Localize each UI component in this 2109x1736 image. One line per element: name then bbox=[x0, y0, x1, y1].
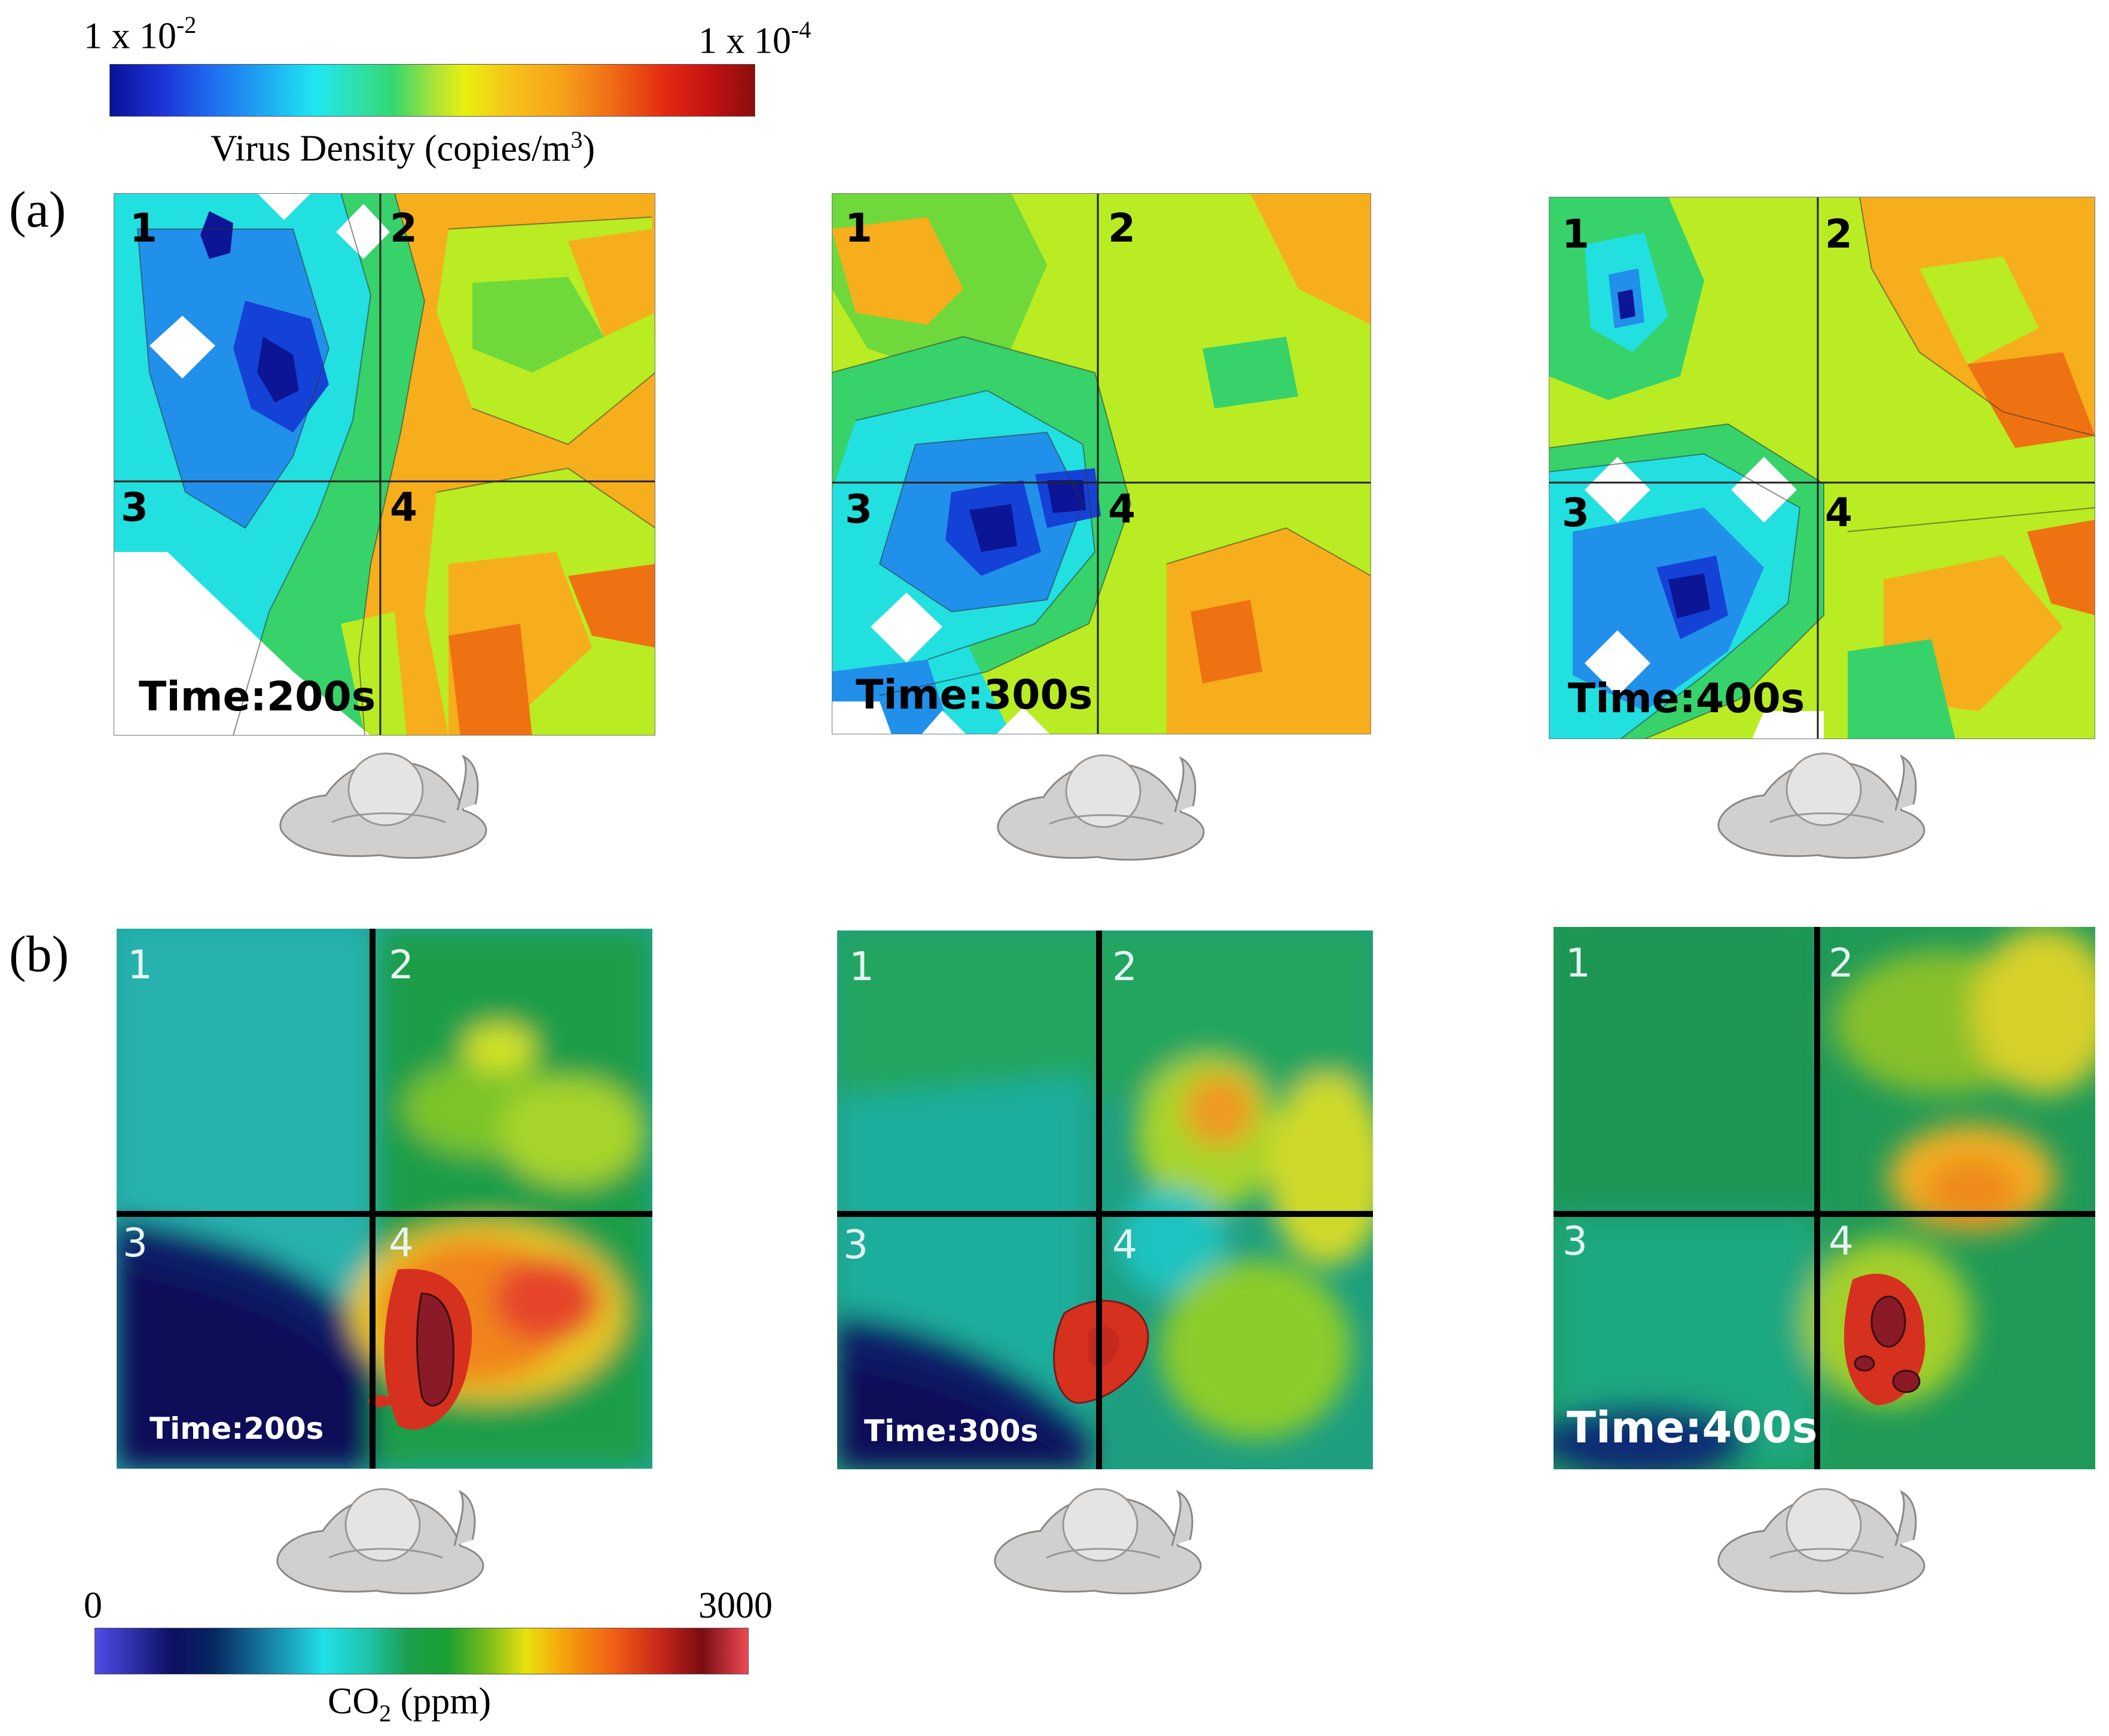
quadrant-1-label: 1 bbox=[845, 205, 872, 251]
quadrant-3-label: 3 bbox=[1562, 490, 1589, 536]
co2-colorbar-min-label: 0 bbox=[84, 1585, 102, 1626]
virus-colorbar-max-label: 1 x 10-4 bbox=[698, 16, 811, 62]
time-label: Time:300s bbox=[856, 672, 1093, 719]
quadrant-2-label: 2 bbox=[389, 942, 414, 988]
manikin-head-icon bbox=[1717, 752, 1925, 859]
quadrant-3-label: 3 bbox=[845, 486, 872, 532]
virus-contour-200s: 1 2 3 4 Time:200s bbox=[114, 193, 655, 736]
manikin-head-icon bbox=[994, 1488, 1202, 1595]
manikin-head-icon bbox=[997, 754, 1205, 861]
quadrant-1-label: 1 bbox=[1565, 940, 1591, 986]
co2-field-300s: 1 2 3 4 Time:300s bbox=[837, 930, 1373, 1469]
quadrant-1-label: 1 bbox=[1562, 211, 1589, 257]
co2-field-200s: 1 2 3 4 Time:200s bbox=[117, 929, 652, 1469]
quadrant-1-label: 1 bbox=[130, 205, 157, 251]
virus-colorbar-min-label: 1 x 10-2 bbox=[84, 11, 197, 57]
co2-colorbar bbox=[94, 1628, 749, 1674]
quadrant-3-label: 3 bbox=[843, 1222, 868, 1268]
time-label: Time:200s bbox=[149, 1411, 324, 1446]
virus-contour-300s: 1 2 3 4 Time:300s bbox=[832, 193, 1371, 734]
quadrant-4-label: 4 bbox=[1108, 486, 1136, 532]
quadrant-3-label: 3 bbox=[121, 484, 148, 530]
time-label: Time:400s bbox=[1567, 1402, 1818, 1453]
quadrant-4-label: 4 bbox=[390, 484, 417, 530]
time-label: Time:300s bbox=[864, 1414, 1039, 1448]
quadrant-2-label: 2 bbox=[390, 205, 417, 251]
co2-field-400s: 1 2 3 4 Time:400s bbox=[1553, 927, 2095, 1469]
quadrant-4-label: 4 bbox=[1825, 490, 1852, 536]
manikin-head-icon bbox=[1717, 1488, 1925, 1595]
quadrant-4-label: 4 bbox=[1829, 1218, 1854, 1264]
time-label: Time:400s bbox=[1568, 675, 1805, 722]
virus-contour-400s: 1 2 3 4 Time:400s bbox=[1549, 197, 2095, 739]
virus-density-colorbar bbox=[109, 64, 755, 117]
manikin-head-icon bbox=[276, 1488, 484, 1595]
quadrant-1-label: 1 bbox=[127, 942, 152, 988]
quadrant-3-label: 3 bbox=[123, 1220, 148, 1266]
quadrant-2-label: 2 bbox=[1108, 205, 1136, 251]
quadrant-2-label: 2 bbox=[1825, 211, 1852, 257]
panel-b-tag: (b) bbox=[9, 925, 69, 983]
quadrant-3-label: 3 bbox=[1562, 1218, 1588, 1264]
co2-colorbar-title: CO2 (ppm) bbox=[328, 1681, 492, 1727]
quadrant-4-label: 4 bbox=[1112, 1222, 1137, 1268]
manikin-head-icon bbox=[279, 752, 487, 859]
quadrant-1-label: 1 bbox=[849, 944, 874, 990]
quadrant-4-label: 4 bbox=[389, 1220, 414, 1266]
quadrant-2-label: 2 bbox=[1112, 944, 1137, 990]
quadrant-2-label: 2 bbox=[1829, 940, 1854, 986]
co2-colorbar-max-label: 3000 bbox=[698, 1585, 773, 1626]
virus-colorbar-title: Virus Density (copies/m3) bbox=[210, 126, 596, 169]
time-label: Time:200s bbox=[139, 673, 376, 721]
panel-a-tag: (a) bbox=[9, 181, 66, 238]
